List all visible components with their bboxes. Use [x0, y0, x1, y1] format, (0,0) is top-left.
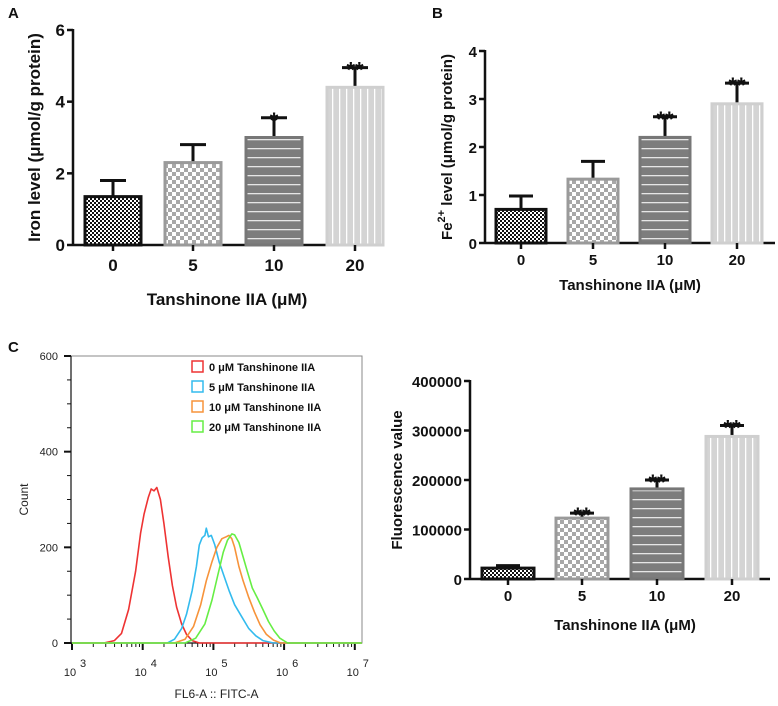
bar [710, 102, 764, 245]
x-tick-label: 10 [135, 667, 147, 679]
bar [629, 487, 685, 581]
x-tick-label: 10 [205, 667, 217, 679]
histogram-line-series-3 [72, 533, 362, 644]
x-tick-label: 5 [578, 588, 586, 605]
legend-label: 20 μM Tanshinone IIA [209, 422, 321, 434]
significance-marker: * [270, 108, 279, 133]
y-tick-label: 400 [40, 447, 58, 459]
y-tick-label: 600 [40, 351, 58, 363]
x-tick-label: 10 [276, 667, 288, 679]
x-axis-title: FL6-A :: FITC-A [174, 687, 258, 701]
y-tick-label: 4 [56, 93, 66, 112]
x-tick-exponent: 6 [292, 658, 298, 670]
bar [566, 177, 620, 245]
significance-marker: ** [346, 58, 364, 83]
histogram-line-series-0 [72, 486, 362, 644]
legend-label: 0 μM Tanshinone IIA [209, 362, 315, 374]
x-tick-label: 5 [589, 252, 597, 269]
y-tick-label: 3 [469, 92, 477, 109]
x-tick-exponent: 5 [221, 658, 227, 670]
x-tick-exponent: 4 [151, 658, 157, 670]
x-axis-title: Tanshinone IIA (μM) [147, 290, 308, 309]
y-tick-label: 0 [469, 236, 477, 253]
legend-label: 5 μM Tanshinone IIA [209, 382, 315, 394]
x-tick-label: 10 [347, 667, 359, 679]
bar [494, 207, 548, 245]
y-tick-label: 1 [469, 188, 477, 205]
significance-marker: ** [573, 503, 591, 528]
y-axis-title: Fe2+ level (μmol/g protein) [436, 54, 456, 240]
x-tick-label: 5 [188, 256, 197, 275]
legend-label: 10 μM Tanshinone IIA [209, 402, 321, 414]
bar [83, 195, 143, 247]
x-tick-label: 10 [265, 256, 284, 275]
legend-swatch [191, 420, 204, 433]
y-axis-title: Count [17, 483, 31, 516]
x-tick-label: 10 [649, 588, 666, 605]
x-tick-label: 0 [504, 588, 512, 605]
y-tick-label: 2 [469, 140, 477, 157]
x-axis-title: Tanshinone IIA (μM) [554, 617, 696, 634]
y-tick-label: 400000 [412, 374, 462, 391]
y-tick-label: 0 [52, 638, 58, 650]
bar [325, 85, 385, 247]
y-tick-label: 4 [469, 44, 478, 61]
x-axis-title: Tanshinone IIA (μM) [559, 277, 701, 294]
y-tick-label: 0 [454, 572, 462, 589]
bar [163, 161, 223, 247]
plot-frame [70, 355, 363, 644]
x-tick-label: 0 [108, 256, 117, 275]
x-tick-label: 10 [657, 252, 674, 269]
significance-marker: ** [656, 107, 674, 132]
panel-letter-c: C [8, 339, 19, 356]
y-tick-label: 6 [56, 21, 65, 40]
legend-swatch [191, 360, 204, 373]
bar [554, 516, 610, 581]
panel-letter-a: A [8, 5, 19, 22]
y-tick-label: 200 [40, 542, 58, 554]
y-tick-label: 2 [56, 164, 65, 183]
y-tick-label: 200000 [412, 473, 462, 490]
x-tick-label: 20 [346, 256, 365, 275]
histogram-line-series-1 [72, 527, 362, 644]
panel-letter-b: B [432, 5, 443, 22]
significance-marker: ** [648, 470, 666, 495]
bar [704, 434, 760, 581]
legend-swatch [191, 400, 204, 413]
significance-marker: ** [728, 73, 746, 98]
x-tick-label: 10 [64, 667, 76, 679]
y-axis-title: Fluorescence value [389, 410, 406, 549]
x-tick-label: 20 [729, 252, 746, 269]
y-axis-title: Iron level (μmol/g protein) [25, 33, 44, 242]
panel-d-fluorescence-chart: 0 100000 200000 300000 400000 0 5 ** 10 ** 20 ** Tan… [389, 374, 770, 634]
legend-swatch [191, 380, 204, 393]
bar [244, 136, 304, 247]
x-tick-label: 0 [517, 252, 525, 269]
x-tick-exponent: 3 [80, 658, 86, 670]
y-tick-label: 0 [56, 236, 65, 255]
x-tick-label: 20 [724, 588, 741, 605]
y-tick-label: 300000 [412, 424, 462, 441]
panel-b-fe2-level-chart: 0 1 2 3 4 0 5 10 ** 20 ** Tanshinone IIA (μM) Fe2+ l… [436, 44, 775, 294]
x-tick-exponent: 7 [363, 658, 369, 670]
bar [480, 566, 536, 581]
panel-a-iron-level-chart: 0 2 4 6 0 5 10 * 20 ** Tanshinone IIA (μM) Iron lev… [25, 21, 385, 309]
bar [638, 135, 692, 245]
y-tick-label: 100000 [412, 523, 462, 540]
significance-marker: ** [723, 416, 741, 441]
